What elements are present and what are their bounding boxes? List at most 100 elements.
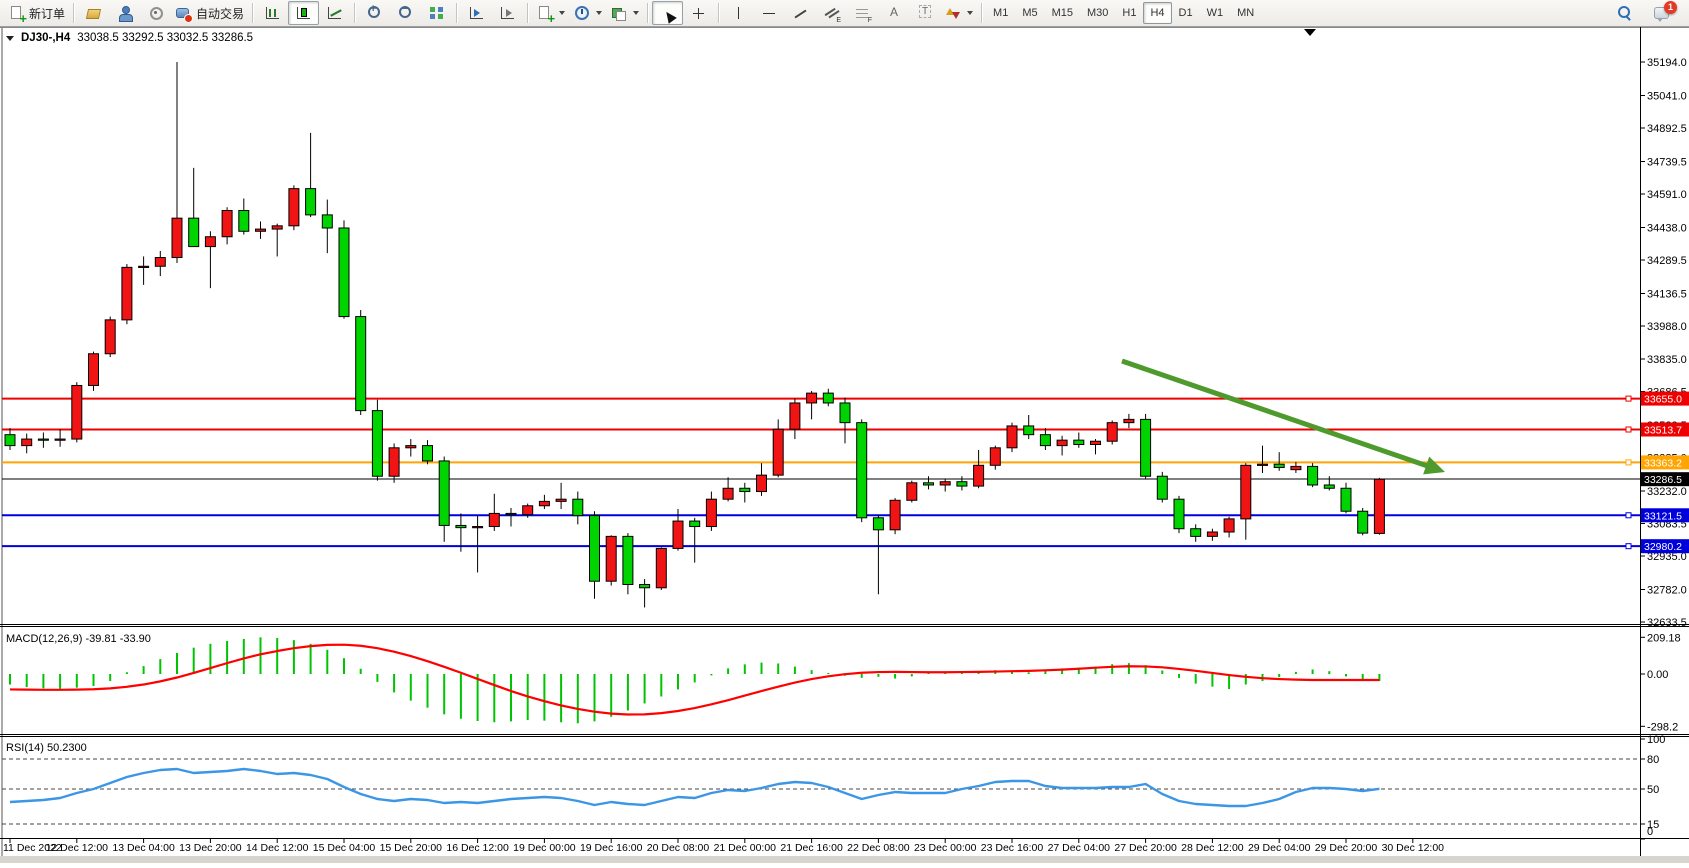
templates-button[interactable] <box>606 1 643 25</box>
candle <box>472 526 484 529</box>
cursor-button[interactable] <box>652 1 684 25</box>
auto-scroll-icon <box>499 5 516 21</box>
candle <box>889 499 901 531</box>
shift-end-button[interactable] <box>461 1 492 25</box>
terminal-button[interactable] <box>140 1 171 25</box>
chart-dropdown-icon[interactable] <box>6 35 14 41</box>
navigator-button[interactable] <box>109 1 140 25</box>
person-icon <box>116 5 134 22</box>
candle <box>622 535 634 585</box>
scroll-marker-icon[interactable] <box>1304 29 1316 36</box>
tf-m5[interactable]: M5 <box>1015 2 1044 24</box>
time-tick-label: 29 Dec 04:00 <box>1248 842 1311 854</box>
tf-mn[interactable]: MN <box>1230 2 1261 24</box>
price-chip <box>1641 391 1689 406</box>
price-tick-label: 34739.5 <box>1647 156 1687 168</box>
tf-m15[interactable]: M15 <box>1045 2 1080 24</box>
candle <box>188 217 200 248</box>
candle <box>238 210 250 232</box>
text-button[interactable] <box>878 1 909 25</box>
chart-header: DJ30-,H4 33038.5 33292.5 33032.5 33286.5 <box>6 32 253 44</box>
level-line-handle[interactable] <box>1625 395 1632 402</box>
time-tick-label: 13 Dec 20:00 <box>179 842 242 854</box>
candle <box>288 188 300 227</box>
candle <box>772 428 784 476</box>
market-watch-button[interactable] <box>78 1 109 25</box>
label-button[interactable] <box>909 1 940 25</box>
level-line-handle[interactable] <box>1625 512 1632 519</box>
tf-h4[interactable]: H4 <box>1143 2 1172 24</box>
tf-h1-label: H1 <box>1122 7 1137 19</box>
search-button[interactable] <box>1609 1 1640 25</box>
tf-d1-label: D1 <box>1178 7 1193 19</box>
level-line-handle[interactable] <box>1625 459 1632 466</box>
shapes-button[interactable] <box>940 1 977 25</box>
candle <box>371 410 383 477</box>
candle <box>1223 518 1235 533</box>
time-tick-label: 12 Dec 12:00 <box>46 842 109 854</box>
toolbar-separator <box>456 3 458 23</box>
toolbar-separator <box>527 3 529 23</box>
candle <box>789 402 801 430</box>
new-chart-button[interactable] <box>532 1 569 26</box>
tf-m1[interactable]: M1 <box>986 2 1015 24</box>
fibonacci-button[interactable] <box>847 1 878 25</box>
candle <box>1039 434 1051 447</box>
price-chip <box>1641 422 1689 437</box>
candle <box>88 353 99 386</box>
tf-w1-label: W1 <box>1206 7 1224 19</box>
candle <box>1106 422 1118 442</box>
bar-chart-button[interactable] <box>257 1 288 25</box>
notifications-button[interactable]: 1 <box>1646 1 1677 25</box>
horizontal-line-button[interactable] <box>754 1 785 25</box>
candle <box>1273 463 1285 468</box>
candle <box>455 524 467 529</box>
price-chip <box>1641 539 1689 554</box>
new-order-button[interactable]: 新订单 <box>4 1 69 26</box>
time-tick-label: 11 Dec 2022 <box>3 842 62 854</box>
tile-windows-button[interactable] <box>421 1 452 25</box>
candle <box>756 474 767 493</box>
macd-tick-label: 0.00 <box>1647 669 1668 681</box>
candle <box>1073 439 1085 446</box>
trend-arrow-line[interactable] <box>1121 358 1433 470</box>
candles-icon <box>295 5 312 21</box>
line-chart-button[interactable] <box>319 1 350 25</box>
candle <box>906 482 918 501</box>
auto-trading-button[interactable]: 自动交易 <box>171 1 248 25</box>
periods-button[interactable] <box>569 1 606 25</box>
price-tick-label: 32633.5 <box>1647 617 1687 629</box>
candle <box>923 482 934 486</box>
level-line-handle[interactable] <box>1625 426 1632 433</box>
tf-m30[interactable]: M30 <box>1080 2 1115 24</box>
time-tick-label: 14 Dec 12:00 <box>246 842 309 854</box>
candle <box>655 547 667 589</box>
zoom-out-button[interactable] <box>390 1 421 25</box>
vertical-line-button[interactable] <box>723 1 754 25</box>
toolbar-separator <box>73 3 75 23</box>
time-tick-label: 15 Dec 20:00 <box>380 842 443 854</box>
trendline-button[interactable] <box>785 1 816 25</box>
price-tick-label: 34289.5 <box>1647 255 1687 267</box>
doc-plus-icon <box>8 5 27 26</box>
price-chart-svg[interactable]: 35194.0 35041.0 34892.5 34739.5 34591.0 34438… <box>0 27 1689 863</box>
candle <box>555 498 567 502</box>
price-chip <box>1641 455 1689 470</box>
crosshair-button[interactable] <box>683 1 714 25</box>
zoom-in-button[interactable] <box>359 1 390 25</box>
candle <box>1140 418 1152 477</box>
level-line-handle[interactable] <box>1625 543 1632 550</box>
tf-d1[interactable]: D1 <box>1172 2 1200 24</box>
trend-arrow-head[interactable] <box>1423 456 1445 475</box>
price-tick-label: 34136.5 <box>1647 288 1687 300</box>
trendline-icon <box>792 5 809 21</box>
time-tick-label: 16 Dec 12:00 <box>446 842 509 854</box>
channel-button[interactable] <box>816 1 847 25</box>
tf-h1[interactable]: H1 <box>1115 2 1143 24</box>
auto-scroll-button[interactable] <box>492 1 523 25</box>
candle <box>739 487 751 493</box>
tf-w1[interactable]: W1 <box>1200 2 1231 24</box>
candle-chart-button[interactable] <box>288 1 320 25</box>
candle <box>1023 425 1035 436</box>
price-tick-label: 33835.0 <box>1647 354 1687 366</box>
